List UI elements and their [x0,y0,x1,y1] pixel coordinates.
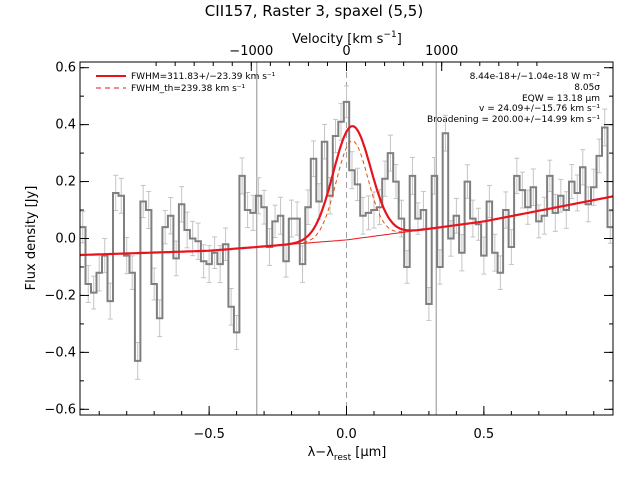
annotation-significance: 8.05σ [574,83,600,93]
fit-annotations: 8.44e-18+/−1.04e-18 W m⁻² 8.05σ EQW = 13… [427,72,600,125]
top-tick-label: −1000 [229,44,273,59]
legend: FWHM=311.83+/−23.39 km s⁻¹ FWHM_th=239.3… [96,72,276,94]
chart-title: CII157, Raster 3, spaxel (5,5) [205,2,423,20]
x-tick-label: 0.0 [336,427,357,442]
data-step-series [80,100,613,362]
legend-fwhm-th-label: FWHM_th=239.38 km s⁻¹ [131,84,246,94]
top-tick-label: 0 [342,44,350,59]
y-axis-label: Flux density [Jy] [24,186,39,291]
y-tick-label: 0.2 [55,175,76,190]
y-tick-label: −0.4 [44,345,76,360]
y-tick-label: 0.0 [55,232,76,247]
gaussian-fit-curve [80,125,614,257]
x-tick-label: 0.5 [474,427,495,442]
annotation-broadening: Broadening = 200.00+/−14.99 km s⁻¹ [427,115,600,125]
x-axis-label: λ−λrest [μm] [308,445,387,463]
y-tick-label: 0.6 [55,61,76,76]
annotation-eqw: EQW = 13.18 μm [522,94,600,104]
legend-fwhm-label: FWHM=311.83+/−23.39 km s⁻¹ [131,72,276,82]
annotation-line-flux: 8.44e-18+/−1.04e-18 W m⁻² [470,72,601,82]
y-tick-label: −0.2 [44,288,76,303]
annotation-velocity: v = 24.09+/−15.76 km s⁻¹ [479,104,600,114]
x-tick-label: −0.5 [193,427,225,442]
y-tick-label: −0.6 [44,402,76,417]
top-axis-label: Velocity [km s−1] [292,30,402,47]
top-tick-label: 1000 [425,44,458,59]
plot-area: −0.5 0.0 0.5 −1000 0 1000 −0.6 −0.4 −0.2 0.0 0.2 0.… [44,44,614,442]
y-tick-label: 0.4 [55,118,76,133]
